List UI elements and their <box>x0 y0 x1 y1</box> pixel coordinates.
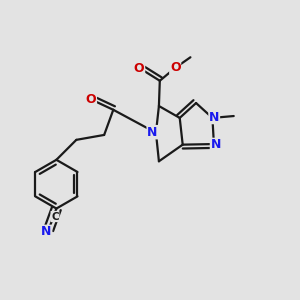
Text: O: O <box>170 61 181 74</box>
Text: N: N <box>41 225 52 239</box>
Text: C: C <box>51 212 59 221</box>
Text: N: N <box>147 126 158 139</box>
Text: O: O <box>134 62 145 75</box>
Text: N: N <box>211 138 221 152</box>
Text: O: O <box>86 93 96 106</box>
Text: N: N <box>209 110 219 124</box>
